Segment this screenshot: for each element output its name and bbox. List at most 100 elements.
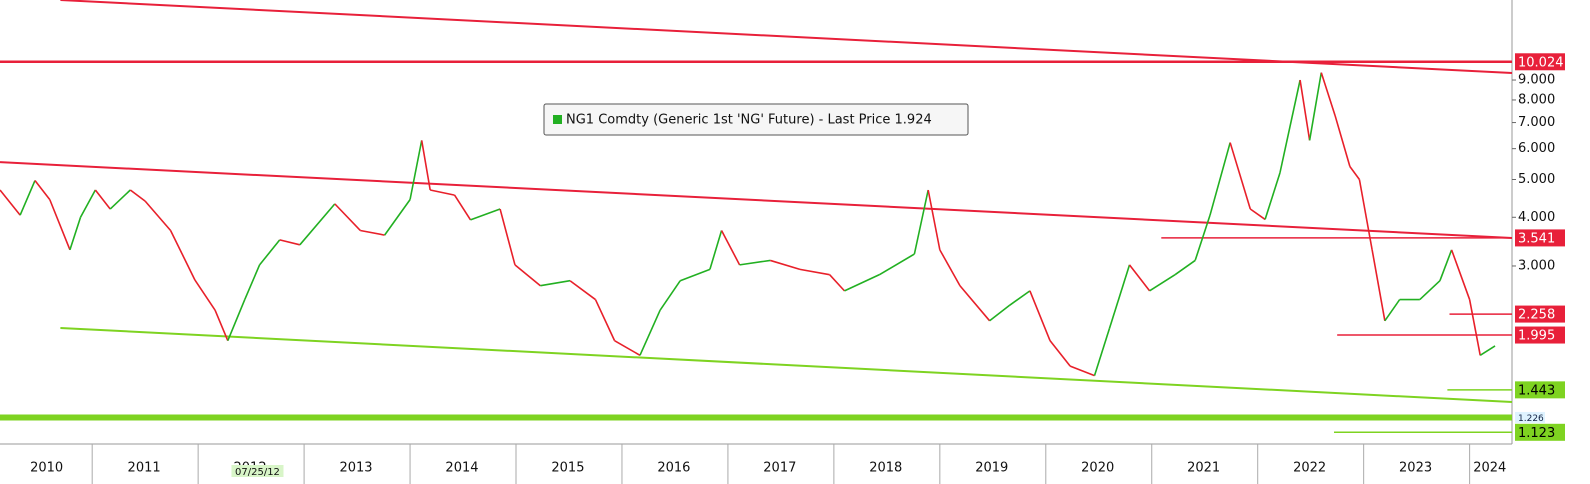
price-segment (109, 189, 131, 210)
x-tick-label: 2016 (657, 461, 690, 476)
price-segment (989, 304, 1011, 322)
price-segment (879, 253, 915, 276)
price-segment (1358, 179, 1373, 250)
price-segment (299, 203, 336, 246)
price-segment (0, 189, 21, 216)
price-segment (614, 339, 641, 356)
price-segment (409, 140, 423, 200)
price-segment (1229, 142, 1252, 210)
price-segment (540, 279, 571, 287)
level-label: 3.541 (1518, 231, 1555, 246)
price-segment (939, 249, 961, 287)
price-segment (1299, 79, 1311, 141)
price-segment (1149, 273, 1176, 292)
price-segment (227, 299, 246, 341)
price-segment (499, 208, 516, 266)
price-segment (1108, 264, 1131, 330)
level-label: 1.226 (1518, 414, 1544, 424)
price-segment (1479, 345, 1496, 356)
price-segment (1069, 365, 1095, 377)
price-segment (1194, 214, 1211, 261)
price-segment (69, 217, 82, 251)
price-segment (829, 274, 846, 292)
price-segment (1450, 249, 1471, 300)
price-segment (1049, 340, 1071, 367)
price-segment (739, 259, 771, 266)
price-segment (514, 264, 541, 287)
price-segment (1009, 290, 1031, 306)
level-label-box (1515, 305, 1565, 323)
price-segment (279, 239, 301, 246)
level-label: 2.258 (1518, 308, 1555, 323)
y-tick-label: 5.000 (1518, 172, 1555, 187)
level-label-box (1515, 381, 1565, 399)
legend-box (543, 103, 969, 136)
legend-label: NG1 Comdty (Generic 1st 'NG' Future) - L… (566, 113, 932, 128)
price-segment (169, 230, 196, 281)
price-segment (720, 230, 741, 266)
price-segment (1093, 328, 1111, 376)
price-segment (569, 280, 596, 301)
price-segment (420, 140, 431, 191)
price-segment (709, 230, 723, 270)
price-segment (34, 180, 51, 201)
level-label-box (1515, 229, 1565, 247)
price-segment (1209, 142, 1231, 216)
price-segment (383, 199, 411, 236)
level-label: 1.123 (1518, 426, 1555, 441)
x-tick-label: 2015 (551, 461, 584, 476)
price-segment (770, 259, 801, 271)
legend-swatch (553, 115, 562, 124)
price-segment (258, 239, 281, 266)
price-segment (913, 189, 929, 255)
price-segment (1468, 299, 1481, 356)
price-segment (1384, 299, 1401, 322)
level-label: 1.995 (1518, 329, 1555, 344)
price-segment (1334, 115, 1351, 167)
price-segment (844, 273, 880, 292)
price-segment (1320, 72, 1336, 116)
y-tick-label: 3.000 (1518, 258, 1555, 273)
price-segment (144, 200, 172, 232)
price-segment (470, 208, 501, 221)
x-tick-label: 2019 (975, 461, 1008, 476)
price-segment (19, 180, 36, 216)
price-segment (1264, 172, 1281, 220)
x-tick-label: 2010 (30, 461, 63, 476)
price-segment (1371, 249, 1386, 321)
price-segment (1029, 290, 1051, 341)
x-tick-label: 2018 (869, 461, 902, 476)
price-segment (360, 229, 385, 236)
price-segment (430, 189, 455, 196)
price-segment (1174, 259, 1196, 276)
price-segment (79, 189, 97, 218)
price-segment (1419, 280, 1441, 301)
y-tick-label: 9.000 (1518, 73, 1555, 88)
x-tick-label: 2017 (763, 461, 796, 476)
price-segment (214, 309, 229, 341)
price-segment (1308, 72, 1323, 141)
price-segment (1349, 166, 1361, 180)
price-segment (639, 309, 661, 356)
price-segment (1439, 249, 1453, 281)
y-tick-label: 6.000 (1518, 141, 1555, 156)
level-label-box (1515, 53, 1565, 71)
trend-line (0, 161, 1513, 239)
date-tag-box (231, 465, 284, 477)
x-tick-label: 2022 (1293, 461, 1326, 476)
x-tick-label: 2021 (1187, 461, 1220, 476)
y-tick-label: 4.000 (1518, 210, 1555, 225)
x-tick-label: 2014 (445, 461, 478, 476)
level-label: 10.024 (1518, 55, 1564, 70)
price-segment (94, 189, 111, 210)
price-segment (659, 280, 681, 311)
price-segment (1249, 208, 1266, 221)
price-segment (594, 299, 616, 341)
price-segment (927, 189, 941, 250)
price-segment (49, 199, 71, 251)
x-tick-label: 2023 (1399, 461, 1432, 476)
y-tick-label: 7.000 (1518, 115, 1555, 130)
x-tick-label: 2020 (1081, 461, 1114, 476)
